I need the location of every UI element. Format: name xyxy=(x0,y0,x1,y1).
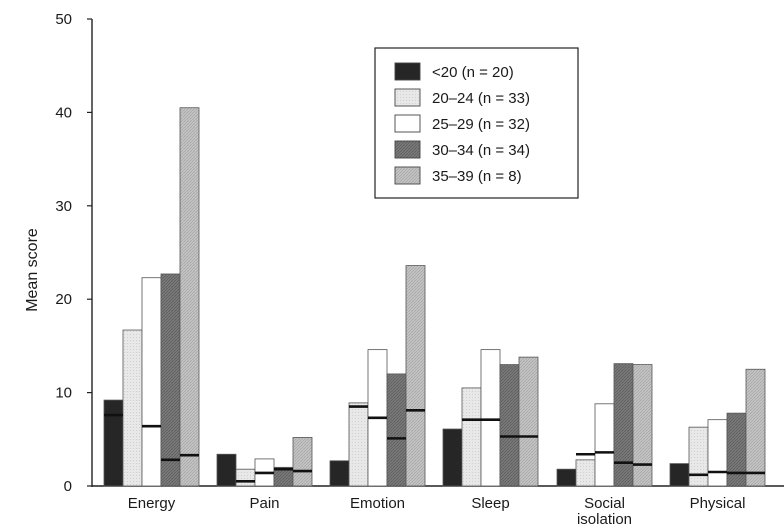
bar xyxy=(688,426,709,487)
x-category-label: Social isolation xyxy=(577,495,632,528)
bar xyxy=(745,368,766,487)
bar xyxy=(329,460,350,487)
bars xyxy=(103,107,766,487)
axes: 0 10 20 30 40 50 Energy Pain Emotion Sleep Social i… xyxy=(55,11,784,528)
bar xyxy=(613,363,634,487)
y-axis-label: Mean score xyxy=(24,228,41,312)
y-tick-label: 10 xyxy=(55,385,72,402)
bar xyxy=(122,329,143,487)
legend-label: 25–29 (n = 32) xyxy=(432,116,530,133)
bar xyxy=(669,463,690,487)
bar xyxy=(160,273,181,487)
legend-label: 35–39 (n = 8) xyxy=(432,168,522,185)
median-markers xyxy=(104,405,765,483)
legend-swatch xyxy=(394,88,421,107)
legend-label: <20 (n = 20) xyxy=(432,64,514,81)
x-category-label: Emotion xyxy=(350,495,405,512)
bar xyxy=(442,428,463,487)
bar xyxy=(518,356,539,487)
bar xyxy=(292,437,313,487)
x-category-label: Sleep xyxy=(471,495,509,512)
y-tick-label: 30 xyxy=(55,198,72,215)
bar xyxy=(575,459,596,487)
bar xyxy=(594,403,615,487)
y-tick-label: 40 xyxy=(55,104,72,121)
bar xyxy=(632,364,653,487)
bar xyxy=(480,349,501,487)
bar xyxy=(216,453,237,487)
bar xyxy=(707,419,728,487)
bar xyxy=(405,265,426,487)
x-category-label: Physical xyxy=(690,495,746,512)
y-tick-label: 50 xyxy=(55,11,72,28)
legend-swatch xyxy=(394,62,421,81)
x-category-label: Pain xyxy=(249,495,279,512)
bar xyxy=(235,468,256,487)
x-category-label: Energy xyxy=(128,495,176,512)
legend-swatch xyxy=(394,166,421,185)
y-tick-label: 0 xyxy=(64,478,72,495)
bar xyxy=(348,402,369,487)
bar xyxy=(556,468,577,487)
bar xyxy=(461,387,482,487)
legend-label: 30–34 (n = 34) xyxy=(432,142,530,159)
legend-swatch xyxy=(394,114,421,133)
bar xyxy=(499,364,520,487)
bar xyxy=(386,373,407,487)
legend: <20 (n = 20) 20–24 (n = 33) 25–29 (n = 32)… xyxy=(374,47,579,199)
legend-label: 20–24 (n = 33) xyxy=(432,90,530,107)
bar xyxy=(103,399,124,487)
bar xyxy=(141,277,162,487)
legend-swatch xyxy=(394,140,421,159)
bar xyxy=(726,412,747,487)
bar xyxy=(179,107,200,487)
y-tick-label: 20 xyxy=(55,291,72,308)
